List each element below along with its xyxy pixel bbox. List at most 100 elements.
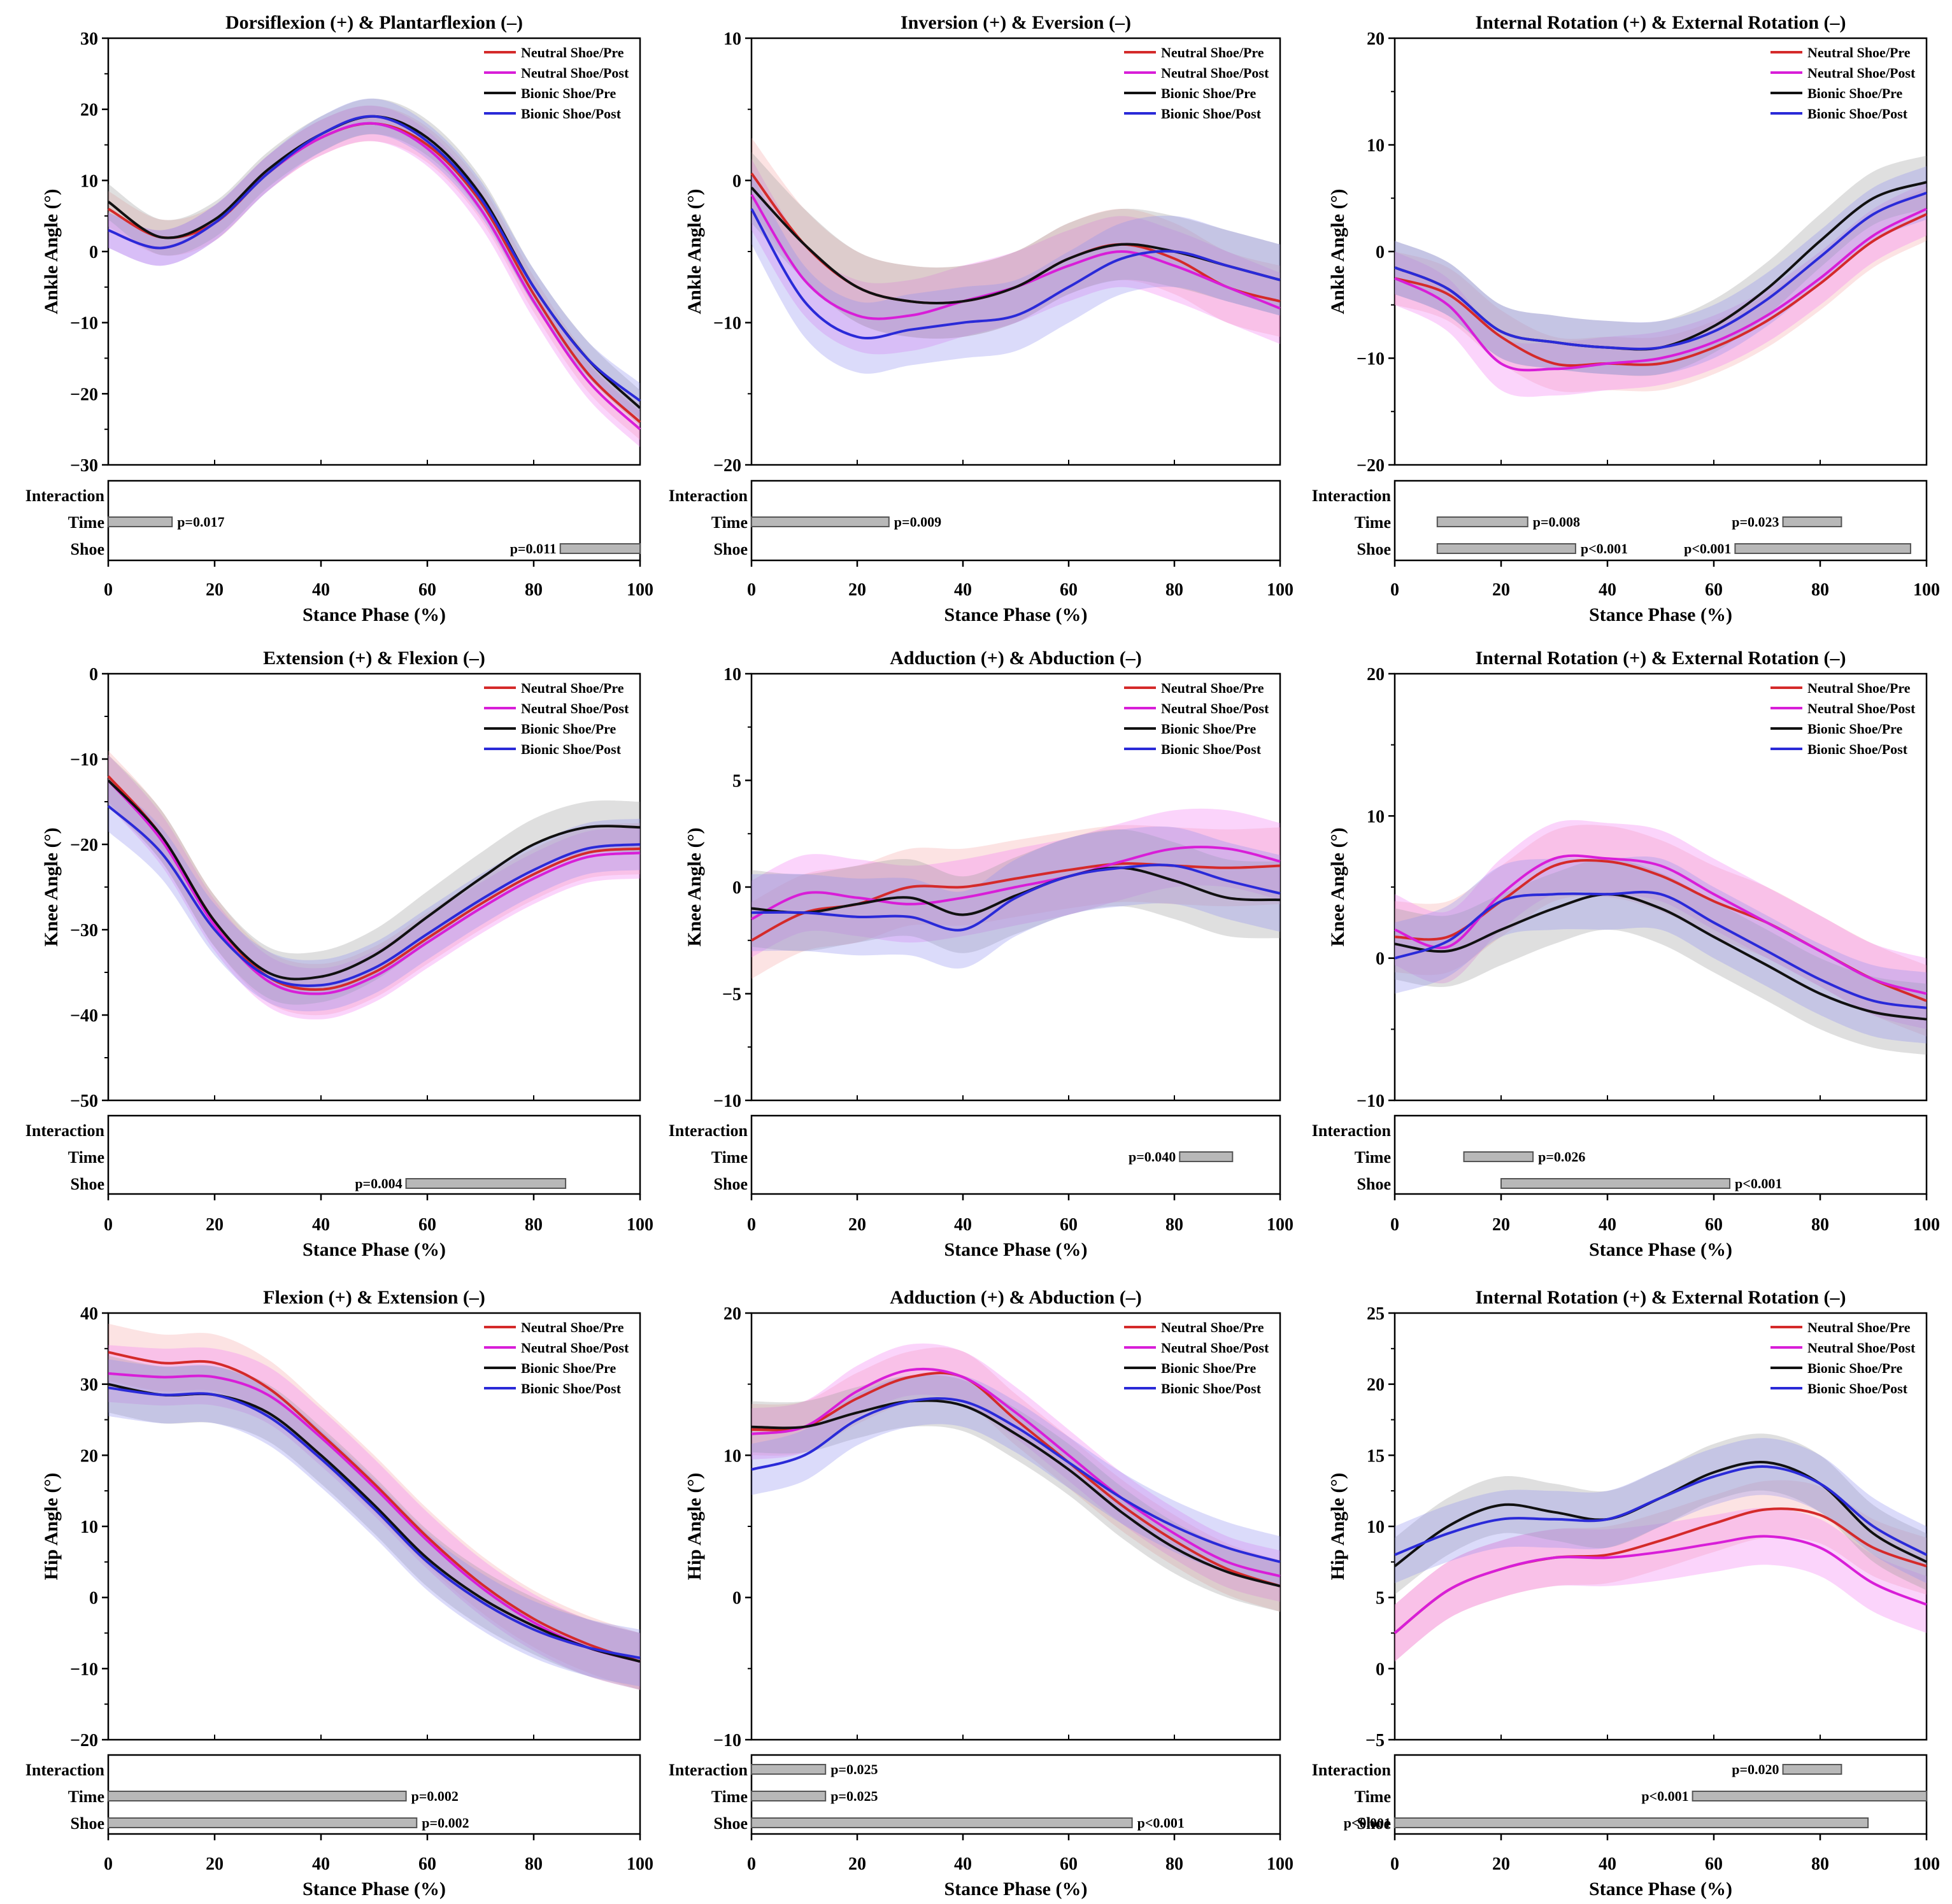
significance-bar: [108, 516, 173, 527]
y-tick-label: 30: [80, 29, 98, 49]
sd-band-2: [752, 1343, 1280, 1602]
y-tick-label: 10: [1367, 1517, 1385, 1537]
significance-panel: Interaction Time Shoe p=0.017 p=0.011: [25, 480, 641, 562]
x-tick-label: 80: [1165, 1215, 1183, 1235]
legend-label: Neutral Shoe/Post: [1807, 700, 1916, 716]
legend-label: Neutral Shoe/Pre: [1807, 680, 1911, 696]
sd-band-2: [752, 159, 1280, 355]
significance-p-label: p=0.025: [830, 1761, 878, 1777]
y-tick-label: −10: [713, 1731, 741, 1751]
series-line-2: [108, 1372, 641, 1663]
series-line-1: [1394, 213, 1927, 367]
significance-bar: [1692, 1791, 1928, 1801]
x-tick-label: 40: [312, 580, 330, 600]
y-tick-label: 20: [80, 101, 98, 120]
sd-bands: [1395, 1433, 1927, 1662]
chart-title: Internal Rotation (+) & External Rotatio…: [1475, 648, 1846, 669]
y-tick-label: −5: [722, 985, 741, 1005]
significance-bar: [559, 543, 641, 554]
significance-row-label: Shoe: [714, 1175, 748, 1193]
x-tick-label: 60: [1060, 1215, 1078, 1235]
series-line-4: [1394, 1465, 1927, 1556]
x-tick-label: 100: [1267, 1215, 1293, 1235]
legend-label: Neutral Shoe/Pre: [1161, 45, 1264, 60]
chart-title: Extension (+) & Flexion (–): [263, 648, 485, 669]
legend-label: Bionic Shoe/Post: [1161, 1381, 1262, 1396]
x-tick-label: 80: [1165, 1854, 1183, 1874]
y-tick-label: 40: [80, 1304, 98, 1324]
x-axis-label: Stance Phase (%): [1589, 604, 1732, 625]
y-tick-label: 0: [1376, 243, 1385, 262]
y-tick-label: 10: [80, 171, 98, 191]
x-tick-label: 100: [1913, 580, 1940, 600]
y-tick-label: −30: [70, 456, 98, 476]
x-tick-label: 100: [1267, 1854, 1293, 1874]
significance-p-label: p=0.004: [355, 1176, 402, 1191]
plot-frame: [107, 37, 641, 466]
y-axis-label: Ankle Angle (°): [41, 188, 62, 314]
sd-band-3: [752, 152, 1280, 339]
legend-label: Neutral Shoe/Post: [1161, 65, 1269, 81]
significance-row-label: Time: [68, 1787, 104, 1806]
x-tick-label: 20: [848, 1854, 866, 1874]
chart-title: Dorsiflexion (+) & Plantarflexion (–): [225, 12, 523, 33]
sd-band-1: [108, 1323, 640, 1690]
x-tick-label: 80: [1811, 1215, 1829, 1235]
significance-row-label: Interaction: [1312, 1761, 1392, 1779]
significance-bar: [1734, 543, 1911, 554]
significance-bar: [1436, 516, 1528, 527]
series-line-4: [108, 1386, 641, 1659]
x-tick-label: 80: [525, 1854, 543, 1874]
y-tick-label: 25: [1367, 1304, 1385, 1324]
chart-panel-2: Inversion (+) & Eversion (–) −20 −10 0 10 Ank…: [669, 12, 1293, 625]
significance-bar: [405, 1178, 567, 1189]
y-tick-label: 0: [1376, 1659, 1385, 1679]
series-line-2: [1393, 1535, 1927, 1635]
y-axis-label: Ankle Angle (°): [1327, 188, 1348, 314]
y-tick-label: −10: [1357, 1091, 1385, 1111]
sd-band-1: [752, 1347, 1280, 1612]
y-tick-label: −20: [70, 835, 98, 855]
y-tick-label: 10: [80, 1517, 98, 1537]
y-tick-label: 0: [89, 1589, 98, 1609]
x-tick-label: 100: [1267, 580, 1293, 600]
significance-row-label: Time: [68, 513, 104, 532]
y-tick-label: 0: [89, 665, 98, 685]
x-tick-label: 60: [418, 1215, 436, 1235]
y-tick-label: 5: [1376, 1589, 1385, 1609]
legend-label: Neutral Shoe/Pre: [1807, 1319, 1911, 1335]
series-line-2: [751, 846, 1281, 921]
significance-row-label: Interaction: [25, 487, 105, 505]
legend-label: Bionic Shoe/Post: [521, 741, 622, 757]
legend-label: Bionic Shoe/Pre: [1807, 85, 1903, 101]
significance-p-label: p=0.002: [422, 1815, 469, 1831]
x-tick-label: 20: [1492, 1215, 1510, 1235]
legend-label: Bionic Shoe/Pre: [1807, 1360, 1903, 1376]
legend-label: Bionic Shoe/Post: [1161, 741, 1262, 757]
legend-label: Bionic Shoe/Post: [1807, 106, 1908, 122]
plot-frame: [107, 1312, 641, 1741]
series-line-4: [108, 115, 641, 402]
legend-label: Bionic Shoe/Pre: [521, 721, 616, 737]
plot-frame: [1393, 672, 1928, 1102]
legend-label: Bionic Shoe/Pre: [521, 85, 616, 101]
significance-p-label: p<0.001: [1581, 541, 1628, 557]
chart-panel-5: Adduction (+) & Abduction (–) −10 −5 0 5 10 Kn…: [669, 648, 1293, 1260]
legend-label: Bionic Shoe/Pre: [1161, 85, 1257, 101]
x-tick-label: 20: [848, 1215, 866, 1235]
plot-frame: [1393, 37, 1928, 466]
chart-panel-1: Dorsiflexion (+) & Plantarflexion (–) −30…: [25, 12, 653, 625]
significance-bar: [1782, 516, 1842, 527]
y-tick-label: −20: [1357, 456, 1385, 476]
x-tick-label: 100: [627, 1215, 653, 1235]
significance-row-label: Interaction: [1312, 1121, 1392, 1140]
x-tick-label: 0: [1390, 1854, 1399, 1874]
sd-band-4: [1395, 1438, 1927, 1584]
y-tick-label: 10: [723, 665, 741, 685]
x-axis-label: Stance Phase (%): [1589, 1879, 1732, 1900]
significance-p-label: p=0.011: [510, 541, 557, 557]
x-tick-label: 80: [1165, 580, 1183, 600]
y-tick-label: −10: [713, 1091, 741, 1111]
x-tick-label: 0: [1390, 1215, 1399, 1235]
significance-frame: [107, 480, 641, 562]
